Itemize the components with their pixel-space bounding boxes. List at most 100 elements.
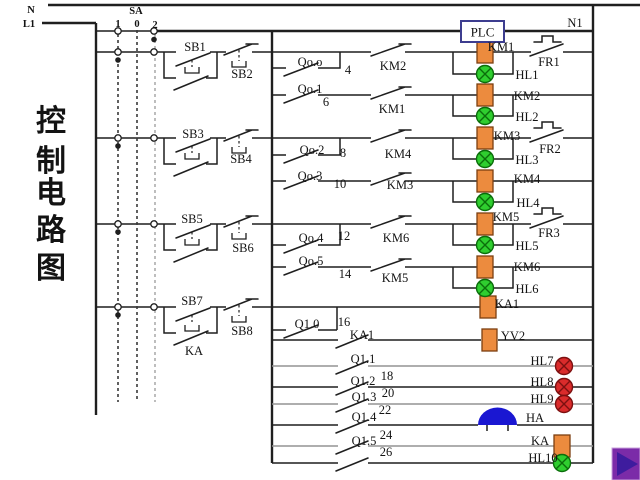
plc-q-contact-blades-bottom xyxy=(335,334,369,472)
label-interlock-km4: KM4 xyxy=(385,147,412,161)
label-ha-horn: HA xyxy=(526,411,544,425)
sa-contact-points xyxy=(114,27,158,318)
title-char-1: 控 xyxy=(36,105,66,138)
wire-number-26: 26 xyxy=(380,445,393,459)
title-char-2: 制 xyxy=(36,145,66,178)
label-sb7: SB7 xyxy=(181,294,203,308)
label-ka1-contact: KA1 xyxy=(350,328,374,342)
wire-number-14: 14 xyxy=(339,267,352,281)
label-hl6: HL6 xyxy=(516,282,539,296)
label-hl10: HL10 xyxy=(528,451,557,465)
label-sb6: SB6 xyxy=(232,241,254,255)
circuit-wires-light xyxy=(272,365,593,447)
label-sa-pos1: 1 xyxy=(115,19,120,30)
label-hl5: HL5 xyxy=(516,239,539,253)
wire-number-10: 10 xyxy=(334,177,347,191)
km2-coil xyxy=(476,83,494,107)
fr-overload-element-symbols xyxy=(533,35,562,215)
label-q10: Q1.0 xyxy=(295,317,320,331)
wire-number-12: 12 xyxy=(338,229,351,243)
play-button[interactable] xyxy=(611,447,640,480)
label-l1-rail: L1 xyxy=(23,19,35,30)
pushbutton-stems xyxy=(191,50,240,322)
label-qo0: Qo.o xyxy=(298,55,323,69)
label-n-rail: N xyxy=(27,5,35,16)
label-hl3: HL3 xyxy=(516,153,539,167)
label-hl9: HL9 xyxy=(531,392,554,406)
km5-coil xyxy=(476,212,494,236)
label-n1-rail: N1 xyxy=(567,16,582,30)
label-interlock-km6: KM6 xyxy=(383,231,409,245)
horn-ha xyxy=(478,407,517,431)
label-q14: Q1.4 xyxy=(352,410,377,424)
label-hl4: HL4 xyxy=(517,196,541,210)
label-sb2: SB2 xyxy=(231,67,253,81)
label-hl8: HL8 xyxy=(531,375,554,389)
label-fr3: FR3 xyxy=(538,226,560,240)
sb-start-contact-blades xyxy=(175,52,211,322)
km-interlock-contact-blades xyxy=(370,43,412,272)
label-sb3: SB3 xyxy=(182,127,204,141)
label-ka-coil: KA xyxy=(531,434,549,448)
wire-number-20: 20 xyxy=(382,386,395,400)
plc-label: PLC xyxy=(471,25,495,40)
wire-number-16: 16 xyxy=(338,315,351,329)
sa-selector-switch xyxy=(114,27,158,402)
title-char-5: 图 xyxy=(36,252,66,285)
label-fr2: FR2 xyxy=(539,142,561,156)
label-km1-coil: KM1 xyxy=(488,40,514,54)
label-q13: Q1.3 xyxy=(352,390,377,404)
label-q12: Q1.2 xyxy=(351,374,376,388)
label-hl1: HL1 xyxy=(516,68,539,82)
label-interlock-km2: KM2 xyxy=(380,59,406,73)
play-icon xyxy=(617,452,638,476)
green-indicator-lamps xyxy=(475,64,572,473)
label-interlock-km3: KM3 xyxy=(387,178,413,192)
label-qo3: Qo.3 xyxy=(298,169,323,183)
red-indicator-lamps xyxy=(554,356,574,414)
sb-stop-contact-blades xyxy=(223,43,259,311)
label-km2-coil: KM2 xyxy=(514,89,540,103)
label-sa-pos0: 0 xyxy=(134,19,139,30)
label-ka-latch: KA xyxy=(185,344,203,358)
label-sa-pos2: 2 xyxy=(152,20,157,31)
label-ka1-coil: KA1 xyxy=(495,297,519,311)
km6-coil xyxy=(476,255,494,279)
power-rails xyxy=(42,3,640,463)
label-hl7: HL7 xyxy=(531,354,554,368)
label-yv2-coil: YV2 xyxy=(501,329,525,343)
label-interlock-km5: KM5 xyxy=(382,271,408,285)
label-qo1: Qo.1 xyxy=(298,82,323,96)
label-sb8: SB8 xyxy=(231,324,253,338)
label-fr1: FR1 xyxy=(538,55,560,69)
label-qo2: Qo.2 xyxy=(300,143,325,157)
label-interlock-km1: KM1 xyxy=(379,102,405,116)
label-km6-coil: KM6 xyxy=(514,260,540,274)
label-hl2: HL2 xyxy=(516,110,539,124)
label-q15: Q1.5 xyxy=(352,434,377,448)
wire-number-22: 22 xyxy=(379,403,392,417)
km3-coil xyxy=(476,126,494,150)
label-sa-switch: SA xyxy=(129,6,143,17)
title-char-4: 路 xyxy=(36,214,67,247)
fr-overload-contact-blades xyxy=(529,43,564,229)
wire-number-24: 24 xyxy=(380,428,393,442)
label-qo4: Qo.4 xyxy=(299,231,324,245)
label-sb5: SB5 xyxy=(181,212,203,226)
plc-q-contact-blades-left xyxy=(283,62,319,339)
latch-contact-blades xyxy=(173,75,209,346)
page-title: 控 制 电 路 图 xyxy=(36,105,67,285)
ka1-coil xyxy=(479,295,497,319)
label-qo5: Qo.5 xyxy=(299,254,324,268)
yv2-coil xyxy=(481,328,498,352)
wire-number-4: 4 xyxy=(345,63,352,77)
plc-box: PLC xyxy=(460,20,505,43)
pushbutton-actuator-caps xyxy=(184,61,247,332)
label-q11: Q1.1 xyxy=(351,352,376,366)
label-sb1: SB1 xyxy=(184,40,206,54)
wire-number-18: 18 xyxy=(381,369,394,383)
wire-number-6: 6 xyxy=(323,95,329,109)
label-km3-coil: KM3 xyxy=(494,129,520,143)
